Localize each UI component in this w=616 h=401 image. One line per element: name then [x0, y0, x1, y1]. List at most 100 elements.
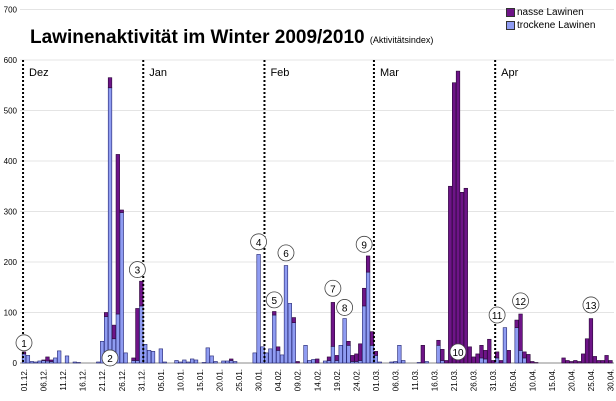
x-tick-label: 15.01.: [196, 369, 205, 391]
annotation-circle: [355, 235, 373, 253]
annotation-circle: [101, 349, 119, 367]
x-tick-label: 19.02.: [333, 369, 342, 391]
bar-wet: [467, 346, 472, 364]
y-tick-label: 200: [4, 258, 18, 267]
bar-dry: [205, 347, 210, 364]
y-tick-label: 0: [13, 359, 18, 368]
bar-dry: [182, 359, 187, 364]
bar-wet: [295, 361, 300, 364]
x-tick-label: 05.01.: [157, 369, 166, 391]
bar-dry: [158, 348, 163, 364]
bar-wet: [514, 319, 519, 328]
legend-label: nasse Lawinen: [517, 7, 584, 18]
x-tick-label: 25.01.: [235, 369, 244, 391]
annotation-label: 12: [515, 297, 527, 308]
bar-wet: [354, 353, 359, 362]
annotation-circle: [324, 279, 342, 297]
bar-dry: [37, 360, 42, 364]
annotation-label: 5: [271, 296, 277, 307]
bar-dry: [326, 360, 332, 364]
x-tick-label: 11.12.: [59, 369, 68, 391]
bar-dry: [502, 327, 508, 364]
bar-wet: [600, 360, 605, 364]
legend: nasse Lawinen trockene Lawinen: [506, 6, 595, 32]
bar-dry: [416, 362, 422, 364]
bar-dry: [53, 357, 58, 364]
bar-wet: [526, 354, 531, 364]
x-tick-label: 21.12.: [98, 369, 107, 391]
x-tick-label: 26.12.: [118, 369, 127, 391]
legend-item-wet: nasse Lawinen: [506, 6, 595, 19]
bar-wet: [369, 331, 375, 346]
bar-dry: [252, 352, 257, 364]
bar-wet: [588, 318, 594, 364]
x-tick-label: 06.12.: [40, 369, 49, 391]
bar-wet: [229, 358, 234, 361]
bar-dry: [260, 346, 265, 364]
bar-wet: [119, 209, 124, 213]
bar-dry: [272, 314, 277, 364]
bar-dry: [514, 327, 519, 364]
bar-wet: [604, 355, 609, 364]
annotation-circle: [15, 334, 33, 352]
annotation-label: 9: [361, 240, 367, 251]
bar-wet: [334, 355, 339, 361]
bar-dry: [57, 350, 62, 364]
bar-dry: [162, 361, 167, 364]
annotation-label: 3: [135, 266, 141, 277]
annotation-circle: [488, 306, 506, 324]
x-tick-label: 14.02.: [313, 369, 322, 391]
y-tick-label: 100: [4, 309, 18, 318]
bar-wet: [358, 343, 363, 361]
x-tick-label: 01.12.: [20, 369, 29, 391]
bar-wet: [459, 192, 465, 364]
bar-dry: [186, 361, 191, 364]
bar-wet: [495, 351, 500, 359]
bar-dry: [342, 318, 347, 364]
annotation-circle: [128, 261, 146, 278]
bar-wet: [479, 345, 484, 359]
bar-wet: [365, 255, 371, 273]
bar-dry: [330, 346, 335, 364]
bar-wet: [440, 349, 445, 361]
x-tick-label: 31.12.: [137, 369, 146, 391]
annotation-circle: [277, 244, 295, 262]
bar-wet: [115, 154, 120, 315]
annotation-label: 7: [330, 284, 336, 295]
x-tick-label: 01.03.: [372, 369, 381, 391]
x-tick-label: 10.04.: [528, 369, 537, 391]
bar-wet: [561, 357, 566, 364]
bar-wet: [444, 360, 449, 364]
annotation-label: 6: [283, 249, 289, 260]
bar-wet: [565, 360, 570, 364]
bar-dry: [64, 355, 70, 364]
x-tick-label: 26.03.: [470, 369, 479, 391]
bar-dry: [193, 359, 199, 364]
x-tick-label: 11.03.: [411, 369, 420, 391]
bar-dry: [123, 352, 128, 364]
month-label: Feb: [270, 67, 289, 79]
bar-dry: [178, 361, 183, 364]
x-tick-label: 21.03.: [450, 369, 459, 391]
bar-dry: [201, 362, 206, 364]
bar-dry: [279, 354, 285, 364]
bar-wet: [45, 356, 50, 362]
bar-dry: [150, 351, 156, 364]
bar-wet: [530, 361, 535, 364]
bar-wet: [455, 70, 461, 364]
bar-wet: [448, 185, 453, 364]
bar-dry: [346, 345, 351, 364]
x-tick-label: 24.02.: [352, 369, 361, 391]
x-tick-label: 10.01.: [176, 369, 185, 391]
bar-dry: [291, 322, 296, 364]
bar-wet: [569, 361, 574, 364]
x-tick-label: 16.03.: [431, 369, 440, 391]
bar-dry: [190, 358, 195, 364]
bar-dry: [209, 355, 214, 364]
y-tick-label: 400: [4, 157, 18, 166]
bar-dry: [338, 345, 343, 364]
bar-dry: [76, 362, 81, 364]
bar-wet: [135, 308, 140, 361]
